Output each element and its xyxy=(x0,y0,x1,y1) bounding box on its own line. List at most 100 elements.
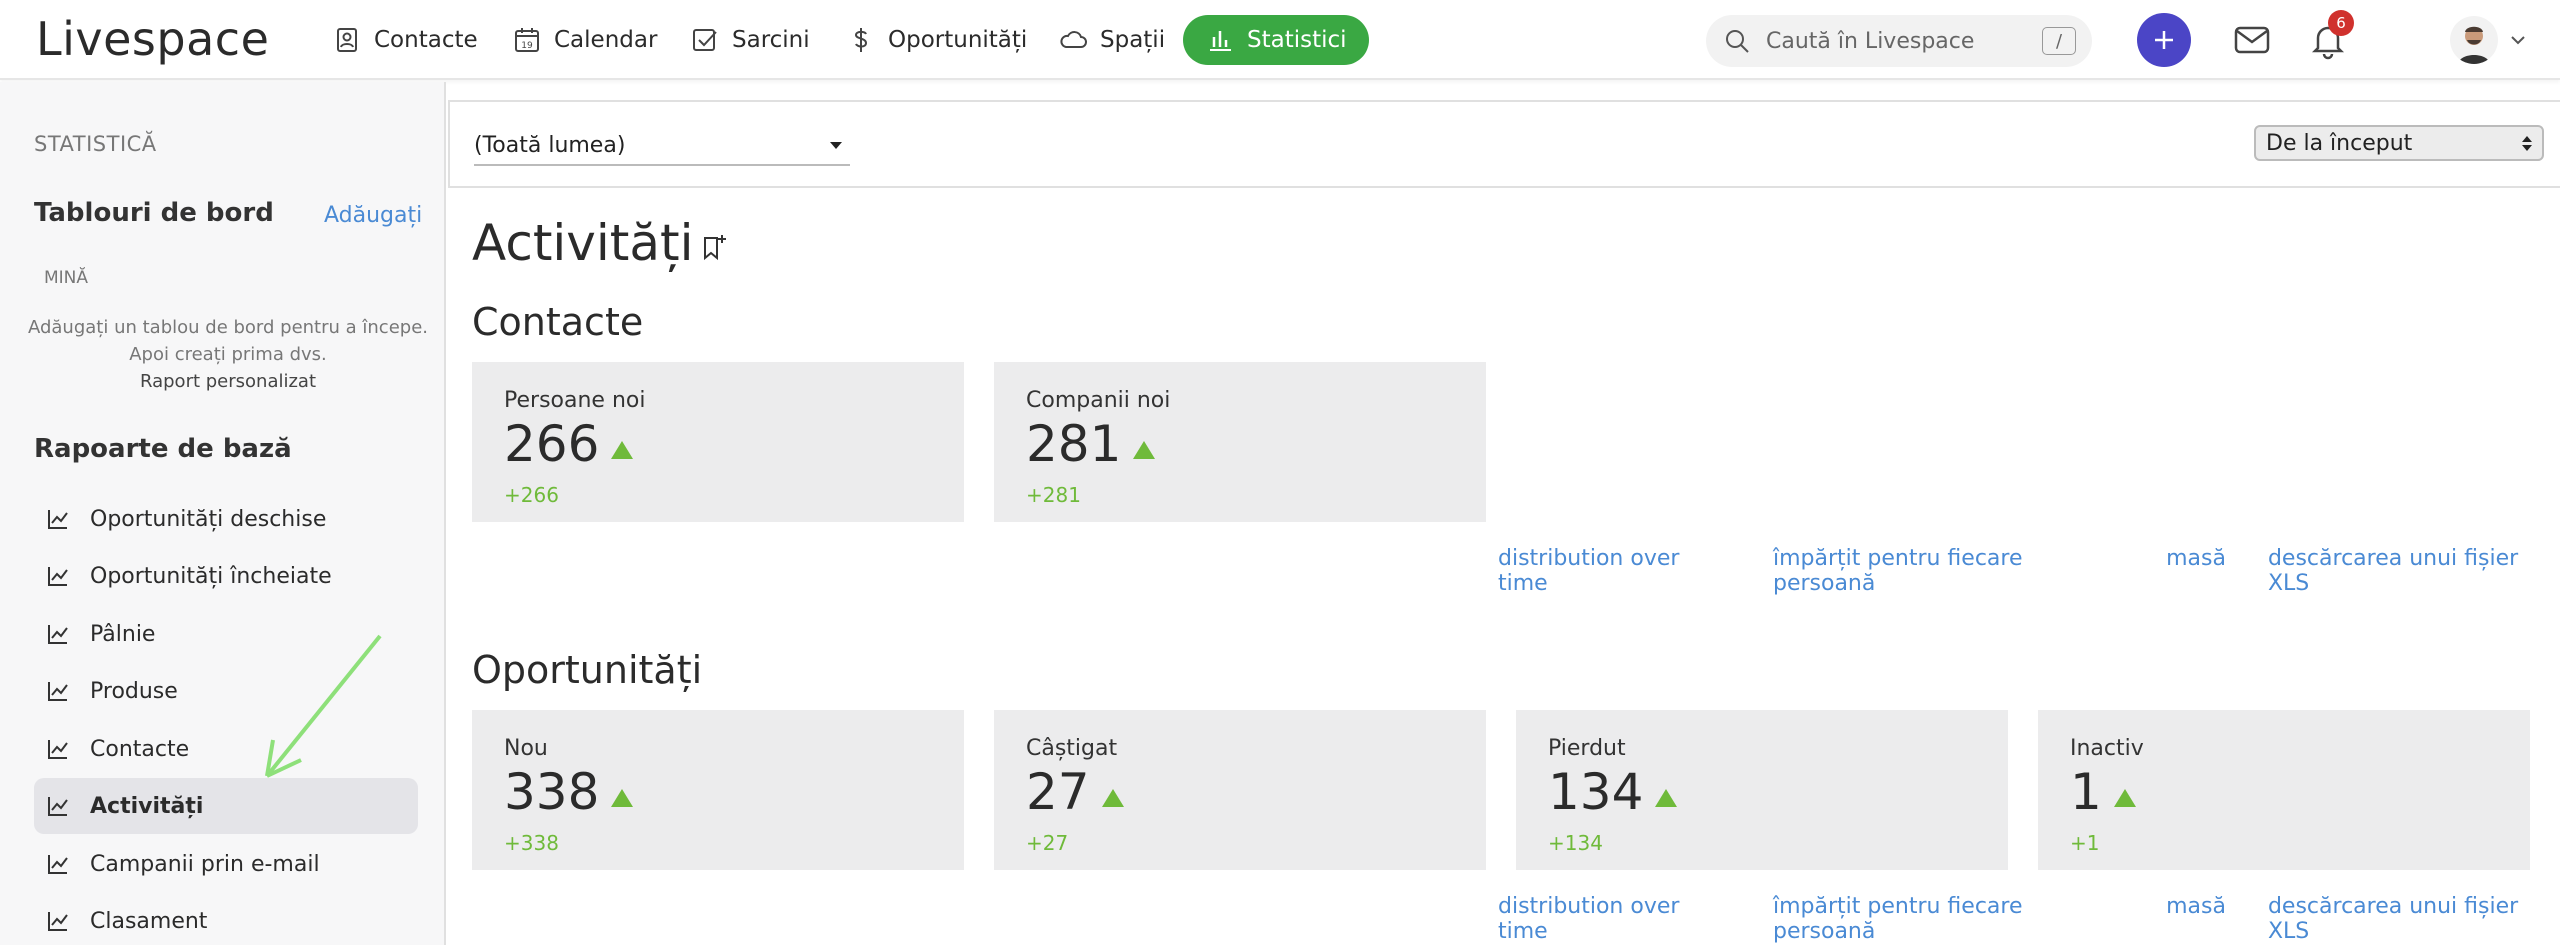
line-chart-icon xyxy=(48,567,68,586)
nav-oportunitati[interactable]: Oportunități xyxy=(838,17,1035,63)
section-title-opportunities: Oportunități xyxy=(472,648,703,692)
stat-card-new-companies[interactable]: Companii noi 281 +281 xyxy=(994,362,1486,522)
trend-up-icon xyxy=(611,789,634,807)
download-xls-link[interactable]: descărcarea unui fișier XLS xyxy=(2267,894,2519,944)
stat-delta: +266 xyxy=(504,483,559,507)
opportunities-report-links: distribution over time împărțit pentru f… xyxy=(1498,894,2560,944)
custom-report-link[interactable]: Raport personalizat xyxy=(139,371,317,392)
add-dashboard-link[interactable]: Adăugați xyxy=(324,203,423,228)
section-title-contacts: Contacte xyxy=(472,300,644,344)
sidebar-item-open-opportunities[interactable]: Oportunități deschise xyxy=(34,491,418,547)
sidebar-item-label: Activități xyxy=(90,793,204,819)
notification-badge: 6 xyxy=(2328,10,2354,36)
sidebar-item-email-campaigns[interactable]: Campanii prin e-mail xyxy=(34,836,418,892)
nav-label: Contacte xyxy=(374,27,478,53)
hint-line: Adăugați un tablou de bord pentru a înce… xyxy=(27,317,429,338)
date-range-value: De la început xyxy=(2266,130,2413,156)
dollar-icon xyxy=(854,28,868,52)
line-chart-icon xyxy=(48,912,68,931)
dashboards-title: Tablouri de bord xyxy=(34,198,274,228)
sidebar-header: STATISTICĂ xyxy=(34,132,157,156)
distribution-over-time-link[interactable]: distribution over time xyxy=(1498,894,1680,944)
nav-spatii[interactable]: Spații xyxy=(1050,17,1173,63)
sidebar-item-label: Campanii prin e-mail xyxy=(90,851,320,877)
download-xls-link[interactable]: descărcarea unui fișier XLS xyxy=(2267,546,2519,596)
nav-contacte[interactable]: Contacte xyxy=(324,17,486,63)
sidebar-item-products[interactable]: Produse xyxy=(34,663,418,719)
people-select-value: (Toată lumea) xyxy=(474,132,626,158)
stat-delta: +1 xyxy=(2070,831,2100,855)
stat-label: Nou xyxy=(504,736,548,761)
stat-label: Companii noi xyxy=(1026,388,1171,413)
stat-value: 266 xyxy=(504,415,600,473)
mail-icon[interactable] xyxy=(2232,20,2272,60)
search-icon xyxy=(1726,30,1749,53)
stat-card-inactive[interactable]: Inactiv 1 +1 xyxy=(2038,710,2530,870)
distribution-over-time-link[interactable]: distribution over time xyxy=(1498,546,1680,596)
avatar[interactable] xyxy=(2450,16,2498,64)
line-chart-icon xyxy=(48,682,68,701)
nav-calendar[interactable]: 19 Calendar xyxy=(504,17,665,63)
sidebar-item-contacts[interactable]: Contacte xyxy=(34,721,418,777)
stat-value-row: 1 xyxy=(2070,767,2498,817)
trend-up-icon xyxy=(1655,789,1678,807)
nav-statistici[interactable]: Statistici xyxy=(1183,15,1369,65)
select-arrows-icon xyxy=(2522,135,2532,151)
chevron-down-icon[interactable] xyxy=(2506,28,2530,52)
stat-value: 338 xyxy=(504,763,600,821)
table-link[interactable]: masă xyxy=(2166,894,2226,919)
checkbox-icon xyxy=(693,29,717,51)
sidebar-item-label: Produse xyxy=(90,678,178,704)
line-chart-icon xyxy=(48,510,68,529)
search-shortcut-key: / xyxy=(2042,27,2076,55)
nav-label: Statistici xyxy=(1247,27,1347,53)
nav-label: Calendar xyxy=(554,27,658,53)
stat-delta: +27 xyxy=(1026,831,1069,855)
sidebar-item-activities[interactable]: Activități xyxy=(34,778,418,834)
page-title: Activități xyxy=(472,214,694,272)
trend-up-icon xyxy=(2113,789,2136,807)
stat-delta: +281 xyxy=(1026,483,1081,507)
stat-value-row: 27 xyxy=(1026,767,1454,817)
cloud-icon xyxy=(1060,31,1087,48)
stat-value: 134 xyxy=(1548,763,1644,821)
nav-label: Sarcini xyxy=(732,27,810,53)
table-link[interactable]: masă xyxy=(2166,546,2226,571)
sidebar-item-label: Pâlnie xyxy=(90,621,156,647)
stat-label: Persoane noi xyxy=(504,388,646,413)
mine-label: MINĂ xyxy=(44,268,89,288)
livespace-logo[interactable]: Livespace xyxy=(36,12,270,66)
stat-label: Câștigat xyxy=(1026,736,1118,761)
split-per-person-link[interactable]: împărțit pentru fiecare persoană xyxy=(1772,894,2023,944)
sidebar-item-ranking[interactable]: Clasament xyxy=(34,893,418,945)
add-button[interactable] xyxy=(2137,13,2191,67)
stat-label: Inactiv xyxy=(2070,736,2144,761)
sidebar-item-label: Oportunități deschise xyxy=(90,506,327,532)
nav-sarcini[interactable]: Sarcini xyxy=(682,17,818,63)
sidebar-item-funnel[interactable]: Pâlnie xyxy=(34,606,418,662)
sidebar-item-closed-opportunities[interactable]: Oportunități încheiate xyxy=(34,548,418,604)
calendar-icon: 19 xyxy=(515,28,539,52)
search-placeholder: Caută în Livespace xyxy=(1766,28,1975,54)
stat-value-row: 281 xyxy=(1026,419,1454,469)
stat-card-new[interactable]: Nou 338 +338 xyxy=(472,710,964,870)
stat-card-new-persons[interactable]: Persoane noi 266 +266 xyxy=(472,362,964,522)
annotation-arrow-icon xyxy=(265,634,382,778)
top-bar: Livespace Contacte 19 Calendar Sarcini O… xyxy=(0,0,2560,80)
stat-value-row: 338 xyxy=(504,767,932,817)
contacts-report-links: distribution over time împărțit pentru f… xyxy=(1498,546,2560,596)
trend-up-icon xyxy=(1133,441,1156,459)
stat-card-won[interactable]: Câștigat 27 +27 xyxy=(994,710,1486,870)
stat-value: 1 xyxy=(2070,763,2102,821)
search-input[interactable]: Caută în Livespace / xyxy=(1706,15,2092,67)
people-select[interactable]: (Toată lumea) xyxy=(474,126,850,166)
bookmark-add-icon[interactable] xyxy=(700,232,728,262)
date-range-select[interactable]: De la început xyxy=(2254,125,2544,161)
nav-label: Spații xyxy=(1100,27,1166,53)
stat-card-lost[interactable]: Pierdut 134 +134 xyxy=(1516,710,2008,870)
line-chart-icon xyxy=(48,855,68,874)
split-per-person-link[interactable]: împărțit pentru fiecare persoană xyxy=(1772,546,2023,596)
stat-label: Pierdut xyxy=(1548,736,1626,761)
line-chart-icon xyxy=(48,797,68,816)
svg-text:19: 19 xyxy=(521,41,533,51)
